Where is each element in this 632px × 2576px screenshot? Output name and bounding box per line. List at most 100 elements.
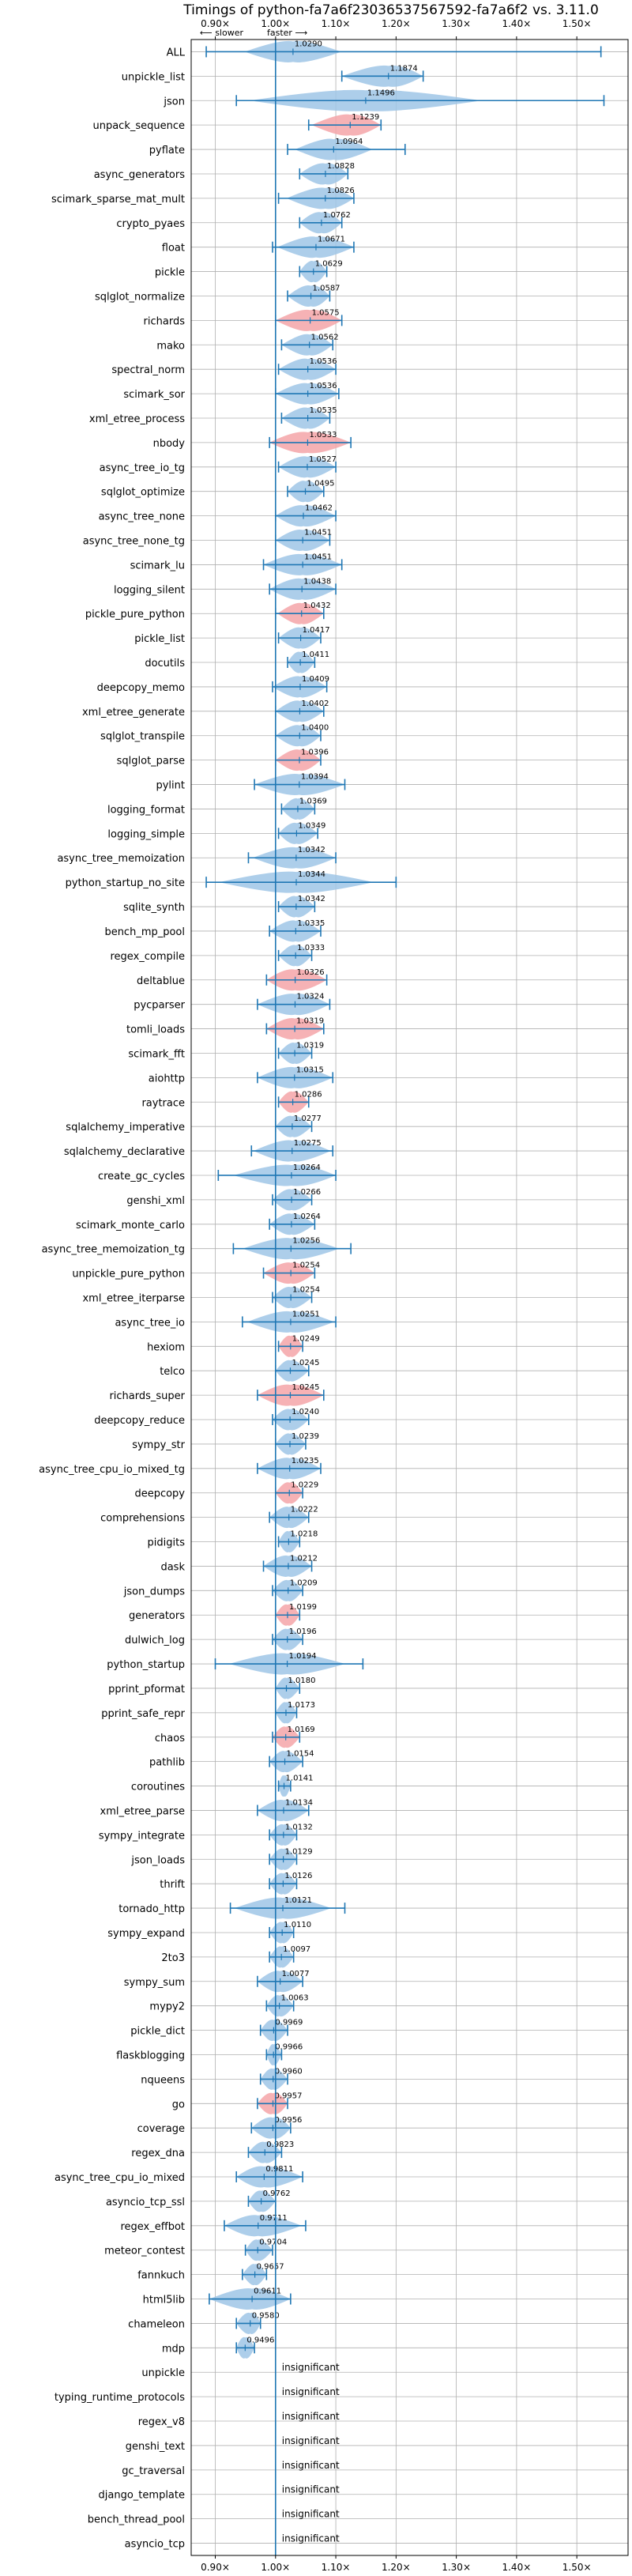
value-label: 1.0562 bbox=[311, 333, 339, 341]
value-label: 1.0063 bbox=[281, 1994, 309, 2003]
benchmark-row: sympy_sum 1.0077 bbox=[124, 1970, 310, 1993]
benchmark-row: richards 1.0575 bbox=[144, 308, 343, 331]
benchmark-label: sqlglot_optimize bbox=[101, 487, 185, 499]
benchmark-label: dulwich_log bbox=[125, 1635, 185, 1646]
value-label: 1.0229 bbox=[291, 1481, 318, 1490]
value-label: 1.0290 bbox=[295, 40, 322, 48]
benchmark-row: dulwich_log 1.0196 bbox=[125, 1627, 317, 1650]
benchmark-label: bench_mp_pool bbox=[104, 926, 185, 938]
value-label: 1.0194 bbox=[289, 1652, 317, 1661]
benchmark-row: dask 1.0212 bbox=[160, 1554, 318, 1577]
value-label: 1.0417 bbox=[303, 626, 330, 635]
benchmark-label: sympy_str bbox=[132, 1439, 185, 1451]
value-label: 1.0245 bbox=[292, 1383, 319, 1392]
value-label: 1.0121 bbox=[284, 1896, 312, 1905]
value-label: 1.0451 bbox=[304, 553, 332, 561]
benchmark-row: json_loads 1.0129 bbox=[130, 1847, 313, 1870]
benchmark-row: json_dumps 1.0209 bbox=[123, 1578, 318, 1601]
benchmark-row: pidigits 1.0218 bbox=[148, 1530, 318, 1553]
value-label: 1.0432 bbox=[303, 602, 331, 610]
value-label: 1.0277 bbox=[294, 1115, 322, 1123]
benchmark-label: pyflate bbox=[149, 145, 185, 157]
tick-label-bottom: 1.00× bbox=[261, 2562, 290, 2573]
value-label: 1.0344 bbox=[298, 870, 325, 879]
benchmark-label: scimark_sparse_mat_mult bbox=[51, 194, 185, 206]
benchmark-label: sqlglot_transpile bbox=[100, 731, 185, 743]
benchmark-row: pylint 1.0394 bbox=[156, 773, 346, 796]
benchmark-label: deepcopy bbox=[134, 1488, 185, 1500]
benchmark-label: generators bbox=[129, 1610, 185, 1622]
value-label: 1.0324 bbox=[296, 993, 324, 1001]
benchmark-row: bench_mp_pool 1.0335 bbox=[104, 919, 325, 942]
benchmark-label: asyncio_tcp bbox=[125, 2539, 185, 2551]
value-label: 1.0209 bbox=[290, 1578, 318, 1587]
benchmark-label: 2to3 bbox=[161, 1952, 185, 1964]
benchmark-row: xml_etree_parse 1.0134 bbox=[100, 1798, 313, 1821]
benchmark-label: pickle_pure_python bbox=[85, 609, 185, 620]
benchmark-label: python_startup bbox=[107, 1659, 185, 1671]
benchmark-row: deepcopy_reduce 1.0240 bbox=[94, 1408, 319, 1431]
value-label: 1.0169 bbox=[288, 1726, 315, 1734]
value-label: 0.9966 bbox=[275, 2042, 303, 2051]
benchmark-row: nqueens 0.9960 bbox=[141, 2067, 303, 2090]
benchmark-label: async_tree_none bbox=[99, 511, 185, 523]
value-label: 1.0126 bbox=[284, 1872, 312, 1880]
benchmark-row: async_tree_none_tg 1.0451 bbox=[83, 529, 332, 552]
benchmark-label: async_tree_io_tg bbox=[100, 462, 185, 474]
benchmark-label: genshi_xml bbox=[126, 1195, 185, 1207]
value-label: 0.9704 bbox=[259, 2238, 287, 2247]
benchmark-label: nqueens bbox=[141, 2074, 185, 2086]
benchmark-row: logging_silent 1.0438 bbox=[114, 577, 337, 600]
benchmark-row: async_tree_none 1.0462 bbox=[99, 504, 337, 527]
benchmark-label: pprint_safe_repr bbox=[101, 1708, 185, 1720]
benchmark-label: regex_v8 bbox=[138, 2416, 185, 2428]
benchmark-label: async_tree_cpu_io_mixed_tg bbox=[39, 1464, 185, 1476]
benchmark-label: sqlalchemy_declarative bbox=[64, 1146, 185, 1158]
value-label: 1.0141 bbox=[286, 1775, 314, 1783]
value-label: 1.0251 bbox=[292, 1310, 320, 1318]
value-label: 1.0402 bbox=[301, 700, 329, 708]
axis-layer: 0.90× 0.90× 1.00× 1.00× 1.10× 1.10× 1.20× 1.20×… bbox=[190, 18, 629, 2573]
value-label: 1.0396 bbox=[301, 749, 329, 757]
benchmark-label: async_tree_none_tg bbox=[83, 536, 185, 548]
benchmark-row: unpickle_list 1.1874 bbox=[122, 64, 424, 87]
benchmark-label: mako bbox=[156, 340, 185, 352]
benchmark-label: chameleon bbox=[128, 2318, 185, 2330]
benchmark-label: dask bbox=[160, 1561, 185, 1573]
benchmark-label: mdp bbox=[162, 2343, 185, 2355]
value-label: 1.0110 bbox=[284, 1921, 311, 1929]
benchmark-label: ALL bbox=[167, 47, 186, 58]
value-label: 1.0451 bbox=[304, 529, 332, 537]
benchmark-row: deltablue 1.0326 bbox=[137, 968, 328, 991]
benchmark-row: fannkuch 0.9657 bbox=[137, 2263, 284, 2286]
value-label: 1.0319 bbox=[296, 1017, 324, 1026]
benchmark-row: scimark_sparse_mat_mult 1.0826 bbox=[51, 187, 355, 209]
benchmark-row: thrift 1.0126 bbox=[160, 1872, 312, 1895]
benchmark-row: sympy_str 1.0239 bbox=[132, 1432, 319, 1455]
benchmark-label: tomli_loads bbox=[126, 1024, 185, 1036]
value-label: 1.0266 bbox=[293, 1188, 321, 1197]
benchmark-row: regex_effbot 0.9711 bbox=[120, 2214, 307, 2237]
benchmark-rows: ALL 1.0290 unpickle_list 1.1874 json 1.1496 un… bbox=[39, 40, 605, 2551]
benchmark-row: meteor_contest 0.9704 bbox=[104, 2238, 287, 2261]
benchmark-row: gc_traversal insignificant bbox=[122, 2460, 340, 2477]
benchmark-label: xml_etree_parse bbox=[100, 1805, 185, 1817]
benchmark-label: telco bbox=[160, 1366, 185, 1378]
benchmark-row: regex_v8 insignificant bbox=[138, 2411, 340, 2428]
benchmark-label: pprint_pformat bbox=[108, 1684, 185, 1695]
value-label: 1.0132 bbox=[285, 1823, 313, 1831]
value-label: 0.9811 bbox=[265, 2165, 293, 2174]
value-label: 1.1239 bbox=[352, 113, 379, 122]
benchmark-label: pathlib bbox=[149, 1757, 185, 1769]
benchmark-row: spectral_norm 1.0536 bbox=[111, 357, 337, 380]
benchmark-label: regex_dna bbox=[131, 2148, 185, 2159]
value-label: 1.0333 bbox=[297, 944, 325, 952]
benchmark-label: xml_etree_iterparse bbox=[82, 1293, 185, 1305]
value-label: 1.0077 bbox=[282, 1970, 310, 1978]
benchmark-row: async_tree_cpu_io_mixed_tg 1.0235 bbox=[39, 1457, 322, 1480]
value-label: 0.9580 bbox=[252, 2311, 280, 2320]
tick-label-top: 1.40× bbox=[502, 18, 531, 29]
grid-layer bbox=[191, 40, 628, 2555]
